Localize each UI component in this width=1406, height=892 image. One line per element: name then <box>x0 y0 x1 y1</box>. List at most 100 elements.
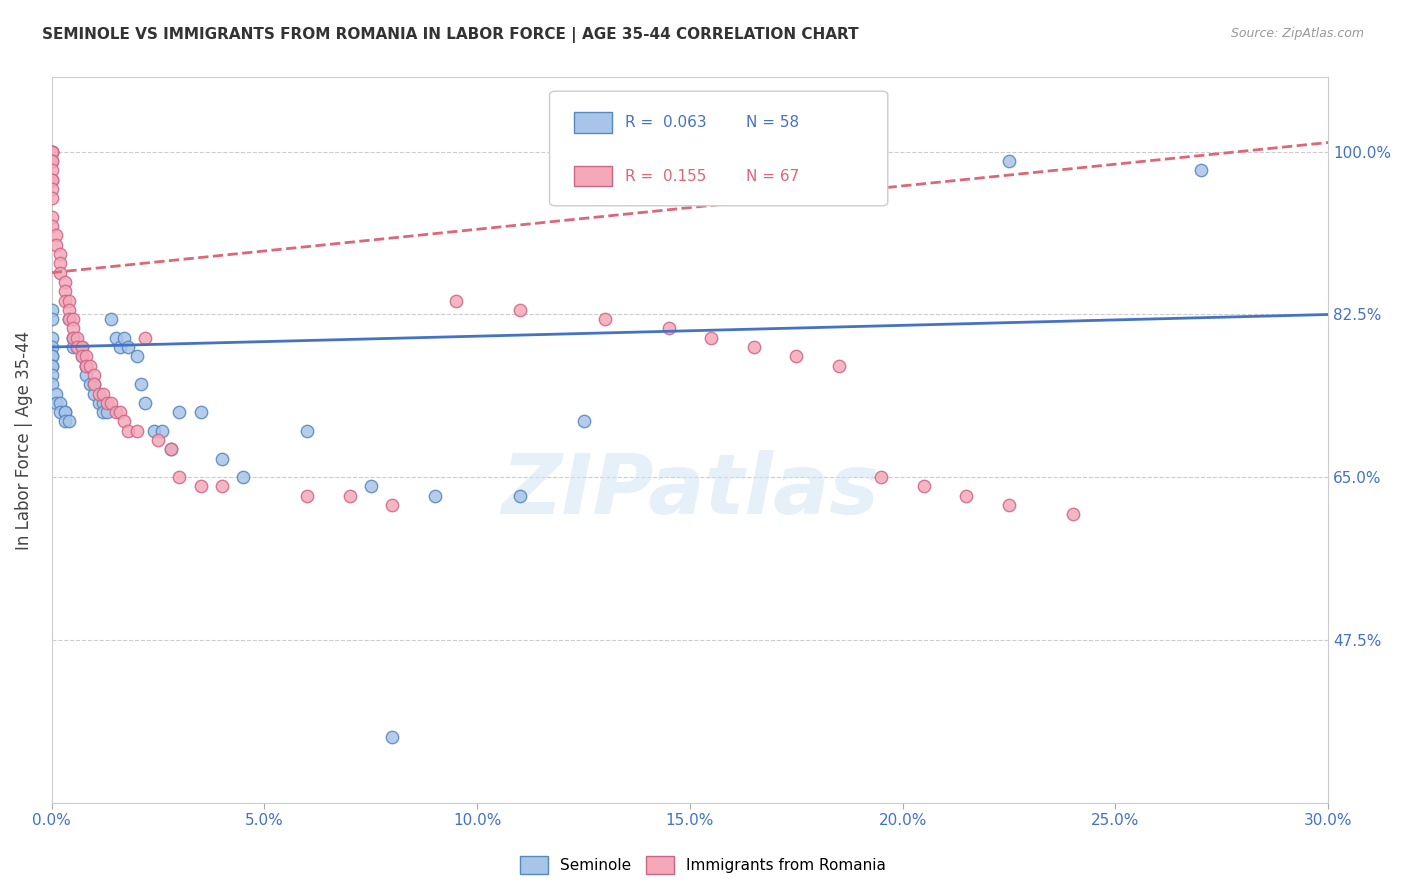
Point <box>142 424 165 438</box>
Point <box>108 340 131 354</box>
Point <box>828 359 851 373</box>
Point <box>75 349 97 363</box>
Point <box>100 312 122 326</box>
Point <box>49 266 72 280</box>
Point <box>75 368 97 382</box>
Point <box>53 414 76 428</box>
Bar <box>574 112 612 133</box>
Point <box>58 312 80 326</box>
Point <box>117 340 139 354</box>
Point <box>700 331 723 345</box>
Point <box>129 377 152 392</box>
Text: N = 58: N = 58 <box>747 115 799 130</box>
Point <box>49 396 72 410</box>
Point <box>295 489 318 503</box>
Point <box>112 414 135 428</box>
Point <box>41 340 63 354</box>
Point <box>169 405 191 419</box>
Point <box>41 145 63 159</box>
Point <box>79 359 101 373</box>
Text: N = 67: N = 67 <box>747 169 800 184</box>
Point <box>91 405 114 419</box>
Point <box>49 405 72 419</box>
Point <box>41 312 63 326</box>
Point <box>112 331 135 345</box>
Point <box>53 405 76 419</box>
Point <box>444 293 467 308</box>
Point <box>75 359 97 373</box>
Point <box>150 424 173 438</box>
Point <box>360 479 382 493</box>
Point <box>79 377 101 392</box>
Point <box>160 442 183 457</box>
Point <box>75 359 97 373</box>
Point <box>41 368 63 382</box>
Point <box>53 275 76 289</box>
Point <box>41 349 63 363</box>
Point <box>70 340 93 354</box>
Point <box>912 479 935 493</box>
Point <box>41 182 63 196</box>
Point <box>998 498 1021 512</box>
Point <box>169 470 191 484</box>
FancyBboxPatch shape <box>550 91 887 206</box>
Point <box>45 228 67 243</box>
Point <box>211 479 233 493</box>
Point <box>41 163 63 178</box>
Point <box>509 489 531 503</box>
Text: ZIPatlas: ZIPatlas <box>501 450 879 532</box>
Point <box>53 405 76 419</box>
Point <box>49 247 72 261</box>
Point <box>91 386 114 401</box>
Point <box>125 349 148 363</box>
Point <box>41 154 63 169</box>
Point <box>108 405 131 419</box>
Point <box>1189 163 1212 178</box>
Point <box>117 424 139 438</box>
Point <box>41 172 63 186</box>
Text: R =  0.063: R = 0.063 <box>624 115 706 130</box>
Point <box>58 414 80 428</box>
Point <box>211 451 233 466</box>
Point <box>83 377 105 392</box>
Point <box>146 433 169 447</box>
Point <box>134 331 156 345</box>
Point <box>41 377 63 392</box>
Point <box>41 331 63 345</box>
Point <box>87 386 110 401</box>
Point <box>339 489 361 503</box>
Point <box>66 331 89 345</box>
Point <box>41 145 63 159</box>
Point <box>83 386 105 401</box>
Point <box>58 302 80 317</box>
Point <box>45 237 67 252</box>
Point <box>58 293 80 308</box>
Point <box>70 349 93 363</box>
Point <box>190 405 212 419</box>
Point <box>83 368 105 382</box>
Point <box>41 359 63 373</box>
Point <box>41 145 63 159</box>
Point <box>104 331 127 345</box>
Point <box>62 331 84 345</box>
Point <box>96 396 118 410</box>
Point <box>70 349 93 363</box>
Point <box>955 489 977 503</box>
Point <box>62 331 84 345</box>
Point <box>742 340 765 354</box>
Point <box>381 498 404 512</box>
Y-axis label: In Labor Force | Age 35-44: In Labor Force | Age 35-44 <box>15 330 32 549</box>
Point <box>96 405 118 419</box>
Point <box>66 340 89 354</box>
Point <box>62 321 84 335</box>
Point <box>572 414 595 428</box>
Text: SEMINOLE VS IMMIGRANTS FROM ROMANIA IN LABOR FORCE | AGE 35-44 CORRELATION CHART: SEMINOLE VS IMMIGRANTS FROM ROMANIA IN L… <box>42 27 859 43</box>
Point <box>62 312 84 326</box>
Point <box>41 302 63 317</box>
Point <box>104 405 127 419</box>
Point <box>125 424 148 438</box>
Point <box>41 219 63 234</box>
Point <box>232 470 254 484</box>
Point <box>870 470 893 484</box>
Point <box>423 489 446 503</box>
